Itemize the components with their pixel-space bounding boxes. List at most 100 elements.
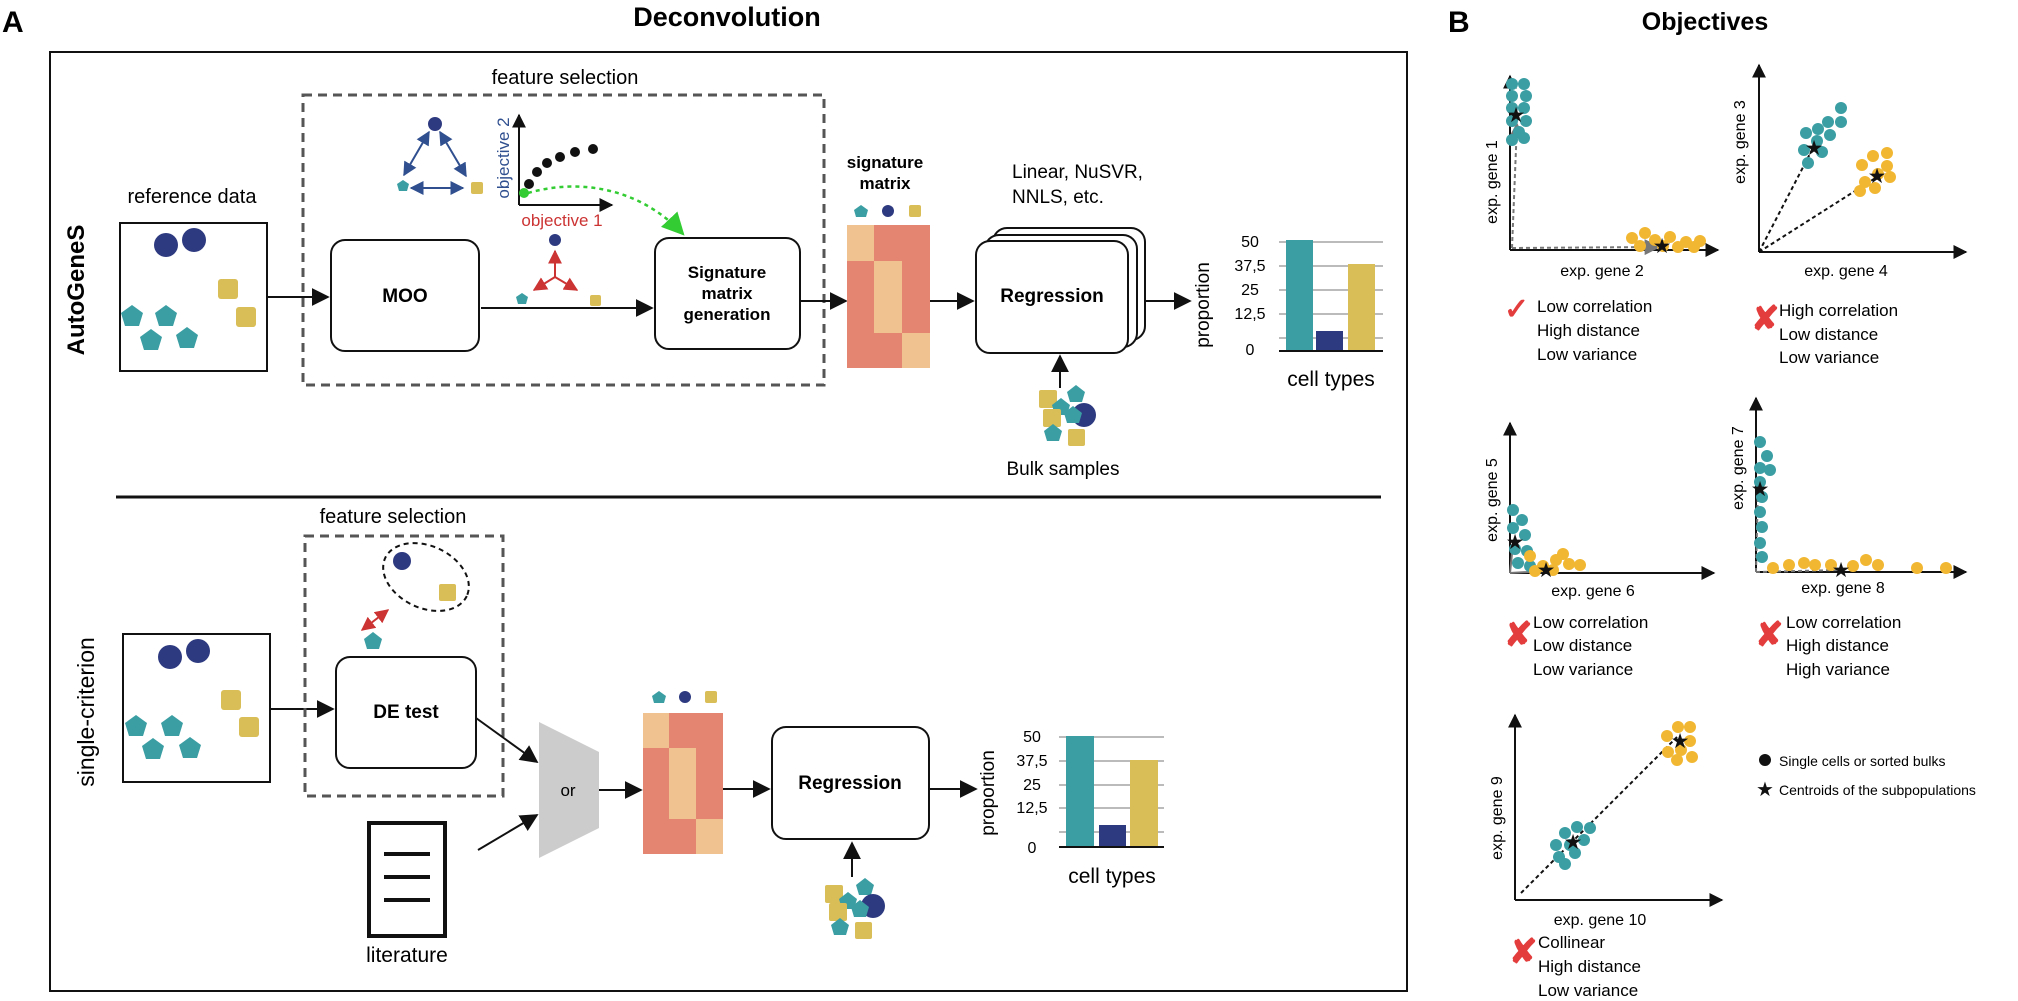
teal-cell — [364, 632, 382, 649]
navy-cell — [186, 639, 210, 663]
proportion-barplot-bottom: proportion 50 37,5 25 12,5 0 cell types — [978, 729, 1164, 888]
navy-cell — [154, 233, 178, 257]
selected-pair-ellipse — [382, 542, 470, 612]
regression-label-bottom: Regression — [798, 773, 901, 794]
objective-line: Low distance — [1533, 636, 1632, 655]
reference-data-label: reference data — [128, 186, 258, 208]
cross-mark-icon: ✘ — [1755, 616, 1784, 654]
de-test-box — [335, 656, 477, 769]
ytick-label: 37,5 — [1234, 258, 1265, 275]
yellow-cell — [439, 584, 456, 601]
x-axis-label: exp. gene 8 — [1801, 580, 1885, 597]
ytick-label: 25 — [1241, 282, 1259, 299]
teal-cell — [161, 715, 183, 736]
bar-yellow — [1130, 760, 1158, 847]
objective-1-label: objective 1 — [521, 211, 602, 230]
objective-plot-3: ★ ★ exp. gene 6 exp. gene 5 ✘ Low correl… — [1484, 421, 1716, 679]
y-axis-label: exp. gene 9 — [1489, 776, 1506, 860]
sigmat-generation-line3: generation — [684, 305, 771, 324]
yellow-cell — [218, 279, 238, 299]
teal-cell — [140, 329, 162, 350]
ytick-label: 37,5 — [1016, 753, 1047, 770]
celltype-triangle-blue — [397, 117, 483, 195]
x-axis-label: exp. gene 2 — [1560, 263, 1644, 280]
legend-label: Single cells or sorted bulks — [1779, 753, 1946, 769]
objective-line: Collinear — [1538, 933, 1605, 952]
objective-line: High distance — [1538, 957, 1641, 976]
pareto-point — [570, 147, 580, 157]
collinear-line — [1520, 736, 1678, 894]
single-criterion-label: single-criterion — [73, 637, 99, 787]
selection-arrow — [527, 185, 685, 236]
cell-types-label: cell types — [1068, 865, 1156, 888]
proportion-axis-label: proportion — [1193, 262, 1214, 348]
x-axis-label: exp. gene 10 — [1554, 912, 1647, 929]
signature-matrix-heatmap-bottom — [643, 713, 723, 854]
feature-selection-label-bottom: feature selection — [320, 506, 467, 528]
regression-label: Regression — [1000, 286, 1103, 307]
bulk-samples-label: Bulk samples — [1007, 459, 1120, 480]
navy-cell — [679, 691, 691, 703]
panel-a-frame — [49, 51, 1408, 992]
ytick-label: 0 — [1246, 342, 1255, 359]
x-axis-label: exp. gene 6 — [1551, 583, 1635, 600]
cross-mark-icon: ✘ — [1751, 300, 1780, 338]
teal-cell — [854, 205, 868, 217]
feature-selection-box — [301, 93, 826, 387]
reference-data-box-bottom — [122, 633, 271, 783]
objective-line: Low correlation — [1537, 297, 1652, 316]
sigmat-generation-line1: Signature — [688, 263, 766, 282]
pareto-point — [542, 158, 552, 168]
centroid-star: ★ — [1506, 531, 1525, 554]
regression-box — [975, 240, 1129, 354]
signature-matrix-line2: matrix — [859, 174, 911, 193]
moo-label: MOO — [382, 286, 427, 307]
pairwise-comparison — [360, 542, 470, 649]
bar-yellow — [1348, 264, 1375, 351]
autogenes-label: AutoGeneS — [63, 225, 90, 356]
signature-matrix-line1: signature — [847, 153, 924, 172]
ytick-label: 50 — [1023, 729, 1041, 746]
centroid-star: ★ — [1868, 165, 1887, 188]
literature-document — [367, 821, 447, 938]
centroid-vector — [1758, 147, 1814, 253]
bar-teal — [1286, 240, 1313, 351]
objective-line: Low correlation — [1533, 613, 1648, 632]
objective-2-label: objective 2 — [494, 117, 513, 198]
y-axis-label: exp. gene 5 — [1484, 458, 1501, 542]
teal-cell — [516, 293, 528, 304]
objective-line: High correlation — [1779, 301, 1898, 320]
cross-mark-icon: ✘ — [1509, 933, 1538, 971]
centroid-vector — [1758, 176, 1878, 253]
centroid-star: ★ — [1805, 137, 1824, 160]
teal-cell — [652, 691, 666, 703]
regression-methods-line1: Linear, NuSVR, — [1012, 162, 1143, 183]
or-label: or — [560, 781, 575, 800]
pareto-point — [532, 167, 542, 177]
objective-plot-2: ★ ★ exp. gene 4 exp. gene 3 ✘ High corre… — [1732, 63, 1968, 367]
reference-data-box — [119, 222, 268, 372]
yellow-cell — [236, 307, 256, 327]
panel-a-letter: A — [2, 6, 24, 39]
bar-teal — [1066, 736, 1094, 847]
centroid-star: ★ — [1537, 559, 1556, 582]
teal-cell — [179, 737, 201, 758]
yellow-cell — [590, 295, 601, 306]
or-merge-shape — [539, 722, 599, 858]
cross-mark-icon: ✘ — [1504, 616, 1533, 654]
objective-line: Low variance — [1779, 348, 1879, 367]
arrow-literature-to-or — [477, 814, 539, 851]
objective-line: Low variance — [1538, 981, 1638, 1000]
ytick-label: 50 — [1241, 234, 1259, 251]
sigmat-generation-line2: matrix — [701, 284, 753, 303]
y-axis-label: exp. gene 1 — [1484, 140, 1501, 224]
bulk-samples-cluster-bottom — [825, 878, 885, 939]
feature-selection-label: feature selection — [492, 67, 639, 89]
literature-label: literature — [366, 944, 448, 967]
panel-b-letter: B — [1448, 6, 1470, 39]
pareto-point — [588, 144, 598, 154]
sigmat-generation-box — [654, 237, 801, 350]
objective-plot-1: ★ ★ exp. gene 2 exp. gene 1 ✓ Low correl… — [1484, 74, 1720, 364]
navy-cell — [158, 645, 182, 669]
